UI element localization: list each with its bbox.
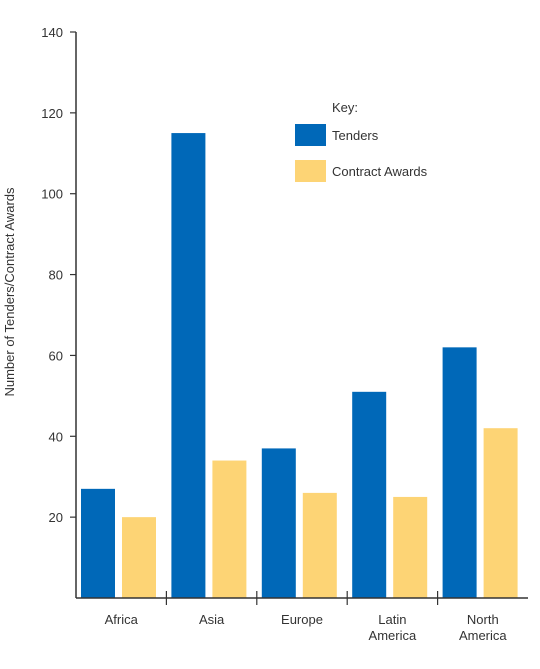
bar-tenders xyxy=(261,448,296,598)
x-tick-label: North America xyxy=(459,612,507,643)
y-tick-label: 40 xyxy=(49,429,63,444)
legend-label: Tenders xyxy=(332,128,379,143)
y-axis-title: Number of Tenders/Contract Awards xyxy=(2,187,17,397)
bar-contract-awards xyxy=(483,428,518,598)
x-tick-label: Africa xyxy=(105,612,139,627)
x-tick-label: Asia xyxy=(199,612,225,627)
y-tick-label: 120 xyxy=(41,106,63,121)
y-axis: 20 40 60 80 100 120 140 xyxy=(41,25,77,598)
x-tick-label: Europe xyxy=(281,612,323,627)
bar-contract-awards xyxy=(302,492,337,598)
legend-title: Key: xyxy=(332,100,358,115)
legend-swatch xyxy=(295,160,326,182)
bar-tenders xyxy=(442,347,477,598)
legend: Key: Tenders Contract Awards xyxy=(295,100,428,182)
y-tick-label: 60 xyxy=(49,348,63,363)
legend-swatch xyxy=(295,124,326,146)
bar-contract-awards xyxy=(393,496,428,598)
bar-tenders xyxy=(352,391,387,598)
x-axis: Africa Asia Europe Latin America North America xyxy=(76,591,528,643)
bar-contract-awards xyxy=(122,517,156,598)
legend-label: Contract Awards xyxy=(332,164,428,179)
y-tick-label: 80 xyxy=(49,268,63,283)
y-tick-label: 20 xyxy=(49,510,63,525)
x-tick-label: Latin America xyxy=(369,612,417,643)
bars xyxy=(81,133,518,599)
y-tick-label: 100 xyxy=(41,187,63,202)
bar-contract-awards xyxy=(212,460,247,598)
y-tick-label: 140 xyxy=(41,25,63,40)
bar-tenders xyxy=(171,133,206,599)
bar-tenders xyxy=(81,488,115,598)
